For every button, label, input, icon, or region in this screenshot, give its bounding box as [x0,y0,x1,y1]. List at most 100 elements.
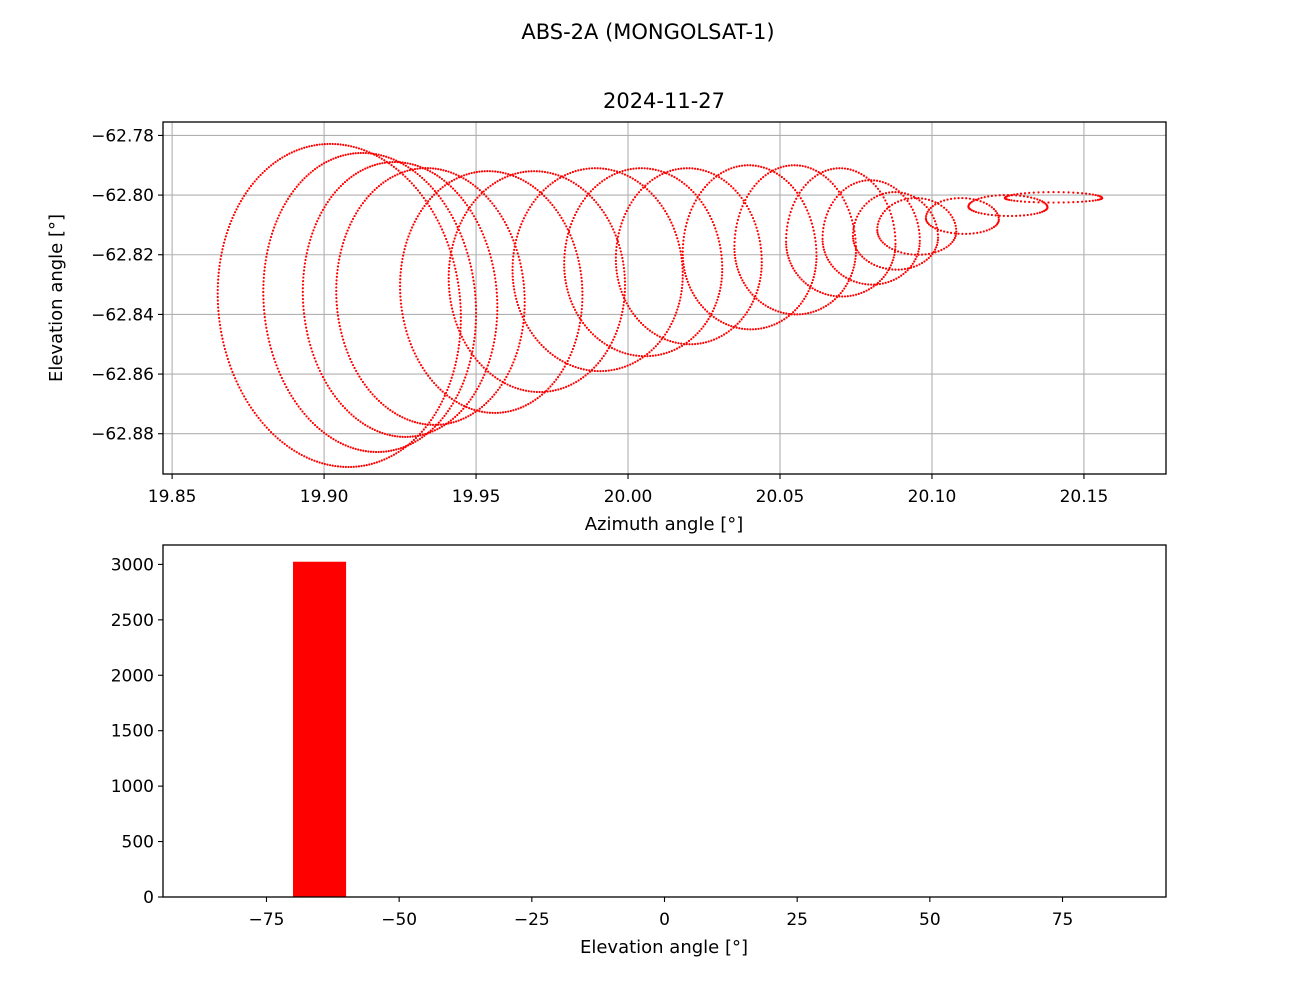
scatter-point [936,236,940,239]
scatter-point [891,191,894,194]
scatter-point [406,418,409,421]
scatter-point [630,201,633,204]
scatter-point [368,165,372,168]
scatter-point [760,250,763,253]
scatter-point [390,164,393,167]
scatter-point [769,170,772,174]
scatter-point [897,268,900,271]
scatter-point [313,459,316,462]
scatter-point [525,324,528,327]
scatter-point [591,196,594,199]
scatter-point [431,430,434,433]
scatter-point [339,155,342,158]
scatter-point [426,167,429,170]
scatter-point [688,286,692,289]
scatter-point [920,253,924,256]
scatter-point [615,367,619,371]
scatter-point [680,344,684,347]
scatter-point [453,317,456,320]
scatter-point [438,176,441,179]
scatter-point [384,179,387,183]
scatter-point [392,158,395,161]
scatter-point [251,409,254,412]
scatter-point [391,161,394,164]
scatter-point [405,330,408,333]
scatter-point [806,284,810,287]
scatter-point [342,443,345,446]
scatter-point [567,178,570,182]
scatter-point [470,171,473,175]
scatter-point [721,271,724,274]
scatter-point [661,172,664,176]
scatter-point [314,223,317,226]
scatter-point [496,302,499,305]
scatter-point [852,169,855,172]
scatter-point [461,382,464,385]
scatter-point [724,169,728,172]
scatter-point [451,373,454,376]
scatter-point [468,349,472,352]
scatter-point [839,292,842,295]
scatter-point [471,183,475,186]
scatter-point [380,183,383,186]
scatter-point [610,225,613,228]
scatter-point [560,216,563,219]
scatter-point [460,219,464,222]
scatter-point [961,232,964,235]
scatter-point [444,237,448,241]
scatter-point [376,430,379,433]
scatter-point [623,287,627,290]
scatter-point [565,225,568,228]
scatter-point [451,243,454,246]
scatter-point [725,331,728,335]
scatter-point [742,315,745,319]
scatter-point [265,255,268,259]
scatter-point [535,390,538,394]
scatter-point [968,197,972,200]
scatter-point [675,233,678,237]
scatter-point [621,293,624,296]
scatter-point [759,273,763,276]
scatter-point [642,323,645,327]
scatter-point [426,423,429,426]
scatter-point [730,328,733,331]
scatter-point [649,354,652,358]
scatter-point [824,253,827,256]
scatter-point [701,188,705,191]
scatter-point [489,397,492,401]
scatter-point [292,397,295,400]
scatter-point [824,292,827,296]
scatter-point [264,323,267,326]
scatter-point [483,236,486,239]
scatter-point [676,308,679,311]
scatter-point [285,386,288,389]
scatter-point [458,411,461,415]
scatter-point [455,177,458,180]
scatter-point [373,428,376,432]
scatter-point [549,390,552,393]
scatter-point [437,421,440,424]
scatter-point [581,297,584,300]
scatter-point [920,197,924,200]
scatter-point [614,256,617,259]
scatter-point [577,328,580,331]
scatter-point [718,292,721,295]
scatter-point [743,327,746,331]
scatter-point [623,277,626,280]
scatter-point [399,446,403,450]
scatter-point [923,260,926,263]
scatter-point [512,252,515,255]
scatter-point [715,175,718,178]
scatter-point [524,404,527,407]
scatter-point [401,161,404,164]
scatter-point [821,230,825,233]
scatter-point [460,385,463,388]
scatter-point [332,193,335,196]
scatter-point [691,291,694,294]
scatter-point [423,204,426,208]
scatter-point [512,281,515,285]
scatter-point [735,326,738,329]
scatter-point [348,177,351,180]
scatter-point [874,185,877,188]
histogram-bars [293,561,347,897]
